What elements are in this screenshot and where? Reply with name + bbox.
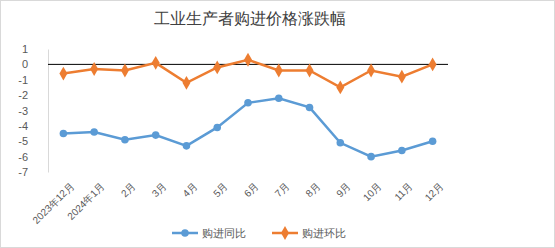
- x-tick-label: 3月: [150, 180, 169, 199]
- y-tick-label: -7: [18, 166, 28, 178]
- series-marker: [152, 56, 160, 70]
- y-tick-label: -5: [18, 135, 28, 147]
- y-tick-label: -6: [18, 151, 28, 163]
- series-marker: [398, 147, 406, 155]
- series-marker: [152, 131, 160, 139]
- series-marker: [337, 139, 345, 147]
- series-marker: [183, 142, 191, 150]
- series-marker: [121, 64, 129, 78]
- series-marker: [336, 81, 344, 95]
- series-line: [63, 98, 432, 156]
- series-marker: [275, 94, 283, 102]
- y-tick: 1: [22, 43, 48, 55]
- series-marker: [306, 104, 314, 112]
- series-marker: [90, 128, 98, 136]
- series-marker: [275, 64, 283, 78]
- x-tick: 8月: [303, 172, 322, 199]
- x-tick-label: 4月: [180, 180, 199, 199]
- y-tick-label: -3: [18, 105, 28, 117]
- x-tick-label: 11月: [392, 180, 414, 202]
- x-tick-label: 10月: [361, 180, 384, 203]
- legend-label: 购进同比: [202, 227, 246, 240]
- x-tick-label: 5月: [211, 180, 230, 199]
- x-tick-label: 2024年1月: [65, 180, 107, 222]
- title: 工业生产者购进价格涨跌幅: [154, 9, 346, 28]
- x-tick: 2月: [119, 172, 138, 199]
- y-tick: 0: [22, 58, 48, 70]
- x-tick-label: 8月: [303, 180, 322, 199]
- x-tick-label: 12月: [423, 180, 446, 203]
- chart-border: [1, 1, 555, 248]
- x-tick: 3月: [150, 172, 169, 199]
- y-tick: -6: [18, 151, 48, 163]
- x-tick: 6月: [242, 172, 261, 199]
- series-marker: [60, 130, 68, 138]
- series-marker: [90, 62, 98, 76]
- plot-area: [59, 53, 436, 161]
- series-marker: [306, 64, 314, 78]
- y-tick: -5: [18, 135, 48, 147]
- series-marker: [213, 61, 221, 75]
- series-marker: [429, 57, 437, 71]
- legend-label: 购进环比: [302, 227, 346, 240]
- y-tick: -1: [18, 74, 48, 86]
- series-marker: [244, 99, 252, 107]
- legend-marker: [281, 226, 289, 240]
- y-axis-line: [48, 50, 49, 173]
- x-tick: 2024年1月: [65, 172, 107, 222]
- x-tick: 10月: [361, 172, 384, 203]
- chart: 工业生产者购进价格涨跌幅-7-6-5-4-3-2-1012023年12月2024…: [0, 0, 555, 248]
- x-axis-line: [49, 172, 449, 173]
- x-tick-label: 9月: [334, 180, 353, 199]
- series-marker: [213, 124, 221, 132]
- x-tick: 12月: [423, 172, 446, 203]
- x-tick: 5月: [211, 172, 230, 199]
- y-tick-label: -4: [18, 120, 28, 132]
- y-tick-label: 0: [22, 58, 28, 70]
- series-marker: [182, 76, 190, 90]
- series-marker: [244, 53, 252, 67]
- x-tick-label: 6月: [242, 180, 261, 199]
- x-tick: 7月: [273, 172, 292, 199]
- y-tick-label: -1: [18, 74, 28, 86]
- y-axis: -7 -6 -5 -4 -3 -2 -1 0 1: [18, 43, 48, 178]
- y-tick: -7: [18, 166, 48, 178]
- series-marker: [398, 70, 406, 84]
- y-tick: -3: [18, 105, 48, 117]
- series-marker: [367, 64, 375, 78]
- series-marker: [59, 67, 67, 81]
- x-tick-label: 2月: [119, 180, 138, 199]
- x-tick-label: 7月: [273, 180, 292, 199]
- x-tick: 11月: [392, 172, 414, 203]
- legend-marker: [181, 229, 189, 237]
- y-tick-label: -2: [18, 89, 28, 101]
- y-tick-label: 1: [22, 43, 28, 55]
- legend: 购进同比 购进环比: [172, 226, 346, 240]
- x-tick: 4月: [180, 172, 199, 199]
- y-tick: -4: [18, 120, 48, 132]
- x-tick: 9月: [334, 172, 353, 199]
- series-marker: [367, 153, 375, 161]
- series-marker: [121, 136, 129, 144]
- y-tick: -2: [18, 89, 48, 101]
- x-axis: 2023年12月2024年1月2月3月4月5月6月7月8月9月10月11月12月: [30, 172, 448, 226]
- series-marker: [429, 137, 437, 145]
